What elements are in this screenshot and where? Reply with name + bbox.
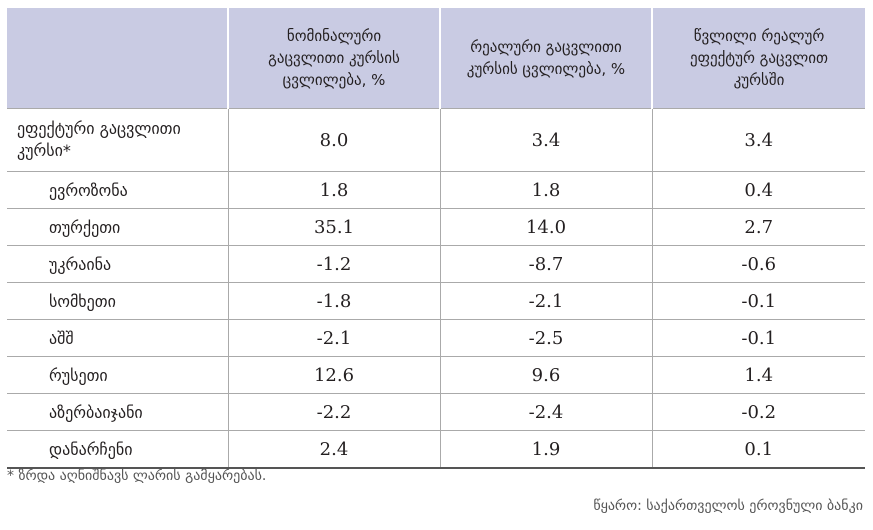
value-cell: -8.7: [439, 245, 652, 283]
value-cell: 1.9: [439, 430, 652, 468]
row-label: ევროზონა: [7, 171, 228, 209]
table-row: სომხეთი -1.8 -2.1 -0.1: [7, 282, 865, 320]
value-cell: 0.4: [651, 171, 865, 209]
table-row: აშშ -2.1 -2.5 -0.1: [7, 319, 865, 357]
table-row: თურქეთი 35.1 14.0 2.7: [7, 208, 865, 246]
value-cell: -1.2: [227, 245, 440, 283]
row-label: უკრაინა: [7, 245, 228, 283]
table-row: აზერბაიჯანი -2.2 -2.4 -0.2: [7, 393, 865, 431]
table-row: უკრაინა -1.2 -8.7 -0.6: [7, 245, 865, 283]
value-cell: -0.1: [651, 319, 865, 357]
value-cell: -2.4: [439, 393, 652, 431]
row-label: აშშ: [7, 319, 228, 357]
header-row: ნომინალური გაცვლითი კურსის ცვლილება, % რე…: [7, 8, 865, 109]
value-cell: 2.4: [227, 430, 440, 468]
value-cell: -2.1: [439, 282, 652, 320]
value-cell: 14.0: [439, 208, 652, 246]
value-cell: -0.1: [651, 282, 865, 320]
value-cell: 2.7: [651, 208, 865, 246]
row-label: აზერბაიჯანი: [7, 393, 228, 431]
value-cell: 3.4: [651, 108, 865, 172]
row-label: ეფექტური გაცვლითი კურსი*: [7, 108, 228, 172]
table-row: ევროზონა 1.8 1.8 0.4: [7, 171, 865, 209]
value-cell: 1.4: [651, 356, 865, 394]
table-row: ეფექტური გაცვლითი კურსი* 8.0 3.4 3.4: [7, 108, 865, 172]
data-table: ნომინალური გაცვლითი კურსის ცვლილება, % რე…: [7, 8, 865, 469]
row-label: სომხეთი: [7, 282, 228, 320]
table-row: დანარჩენი 2.4 1.9 0.1: [7, 430, 865, 468]
row-label: რუსეთი: [7, 356, 228, 394]
value-cell: -2.2: [227, 393, 440, 431]
table-row: რუსეთი 12.6 9.6 1.4: [7, 356, 865, 394]
value-cell: 8.0: [227, 108, 440, 172]
header-cell: წვლილი რეალურ ეფექტურ გაცვლით კურსში: [651, 8, 865, 109]
value-cell: 1.8: [227, 171, 440, 209]
value-cell: 3.4: [439, 108, 652, 172]
value-cell: 1.8: [439, 171, 652, 209]
value-cell: 35.1: [227, 208, 440, 246]
value-cell: -2.1: [227, 319, 440, 357]
value-cell: 0.1: [651, 430, 865, 468]
value-cell: 12.6: [227, 356, 440, 394]
row-label: თურქეთი: [7, 208, 228, 246]
value-cell: -0.2: [651, 393, 865, 431]
footnote: * ზრდა აღნიშნავს ლარის გამყარებას.: [7, 468, 267, 484]
header-cell: [7, 8, 228, 109]
value-cell: -1.8: [227, 282, 440, 320]
row-label: დანარჩენი: [7, 430, 228, 468]
header-cell: ნომინალური გაცვლითი კურსის ცვლილება, %: [227, 8, 440, 109]
value-cell: -2.5: [439, 319, 652, 357]
value-cell: 9.6: [439, 356, 652, 394]
source: წყარო: საქართველოს ეროვნული ბანკი: [593, 498, 863, 514]
header-cell: რეალური გაცვლითი კურსის ცვლილება, %: [439, 8, 652, 109]
value-cell: -0.6: [651, 245, 865, 283]
